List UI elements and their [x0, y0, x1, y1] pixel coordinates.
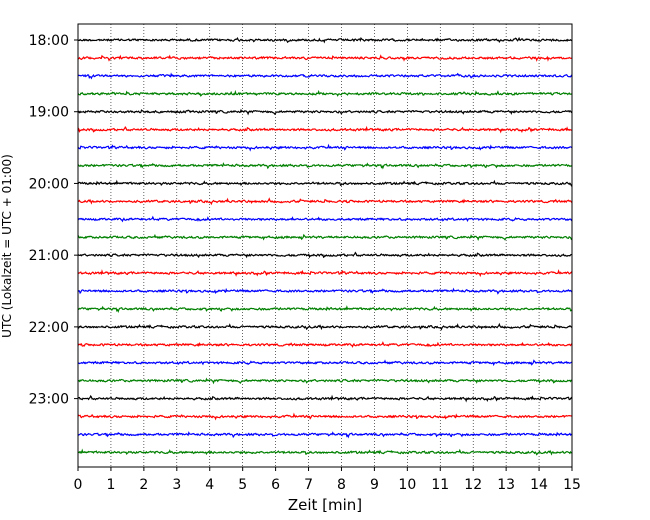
seismogram-trace — [77, 448, 573, 456]
seismogram-trace — [77, 215, 573, 223]
x-tick-label: 5 — [238, 477, 247, 493]
seismogram-trace — [77, 143, 573, 152]
x-tick-label: 3 — [172, 477, 181, 493]
seismogram-trace — [77, 72, 573, 80]
seismogram-trace — [77, 377, 573, 385]
y-tick-label: 20:00 — [29, 176, 69, 192]
seismogram-trace — [77, 305, 573, 313]
seismogram-trace — [77, 36, 573, 44]
x-tick-label: 14 — [530, 477, 548, 493]
seismogram-trace — [77, 89, 573, 97]
x-axis: 0 1 2 3 4 5 6 7 8 9 10 11 12 13 14 15 — [74, 467, 581, 493]
x-tick-label: 10 — [398, 477, 416, 493]
x-tick-label: 2 — [139, 477, 148, 493]
x-axis-label: Zeit [min] — [288, 496, 362, 514]
seismogram-trace — [77, 322, 573, 331]
y-axis: 18:00 19:00 20:00 21:00 22:00 23:00 — [29, 33, 78, 408]
seismogram-traces — [77, 36, 573, 456]
x-tick-label: 12 — [464, 477, 482, 493]
x-tick-label: 13 — [497, 477, 515, 493]
y-tick-label: 21:00 — [29, 248, 69, 264]
plot-area — [78, 24, 572, 467]
seismogram-trace — [77, 179, 573, 187]
x-tick-label: 7 — [304, 477, 313, 493]
y-tick-label: 22:00 — [29, 320, 69, 336]
seismogram-trace — [77, 431, 573, 439]
x-tick-label: 8 — [337, 477, 346, 493]
x-tick-label: 0 — [74, 477, 83, 493]
x-tick-label: 1 — [106, 477, 115, 493]
seismogram-trace — [77, 251, 573, 259]
seismogram-trace — [77, 412, 573, 421]
x-tick-label: 9 — [370, 477, 379, 493]
seismogram-trace — [77, 108, 573, 116]
seismogram-trace — [77, 269, 573, 278]
seismogram-trace — [77, 233, 573, 241]
seismogram-trace — [77, 359, 573, 367]
x-tick-label: 4 — [205, 477, 214, 493]
seismogram-trace — [77, 394, 573, 403]
seismogram-trace — [77, 162, 573, 170]
seismogram-trace — [77, 54, 573, 62]
seismogram-trace — [77, 341, 573, 348]
seismogram-trace — [77, 287, 573, 295]
x-tick-label: 6 — [271, 477, 280, 493]
x-tick-label: 15 — [563, 477, 581, 493]
x-tick-label: 11 — [431, 477, 449, 493]
vertical-gridlines — [110, 24, 540, 467]
plot-frame — [77, 23, 573, 468]
y-tick-label: 19:00 — [29, 105, 69, 121]
seismogram-trace — [77, 197, 573, 206]
y-tick-label: 23:00 — [29, 392, 69, 408]
y-axis-label: UTC (Lokalzeit = UTC + 01:00) — [0, 154, 14, 338]
y-tick-label: 18:00 — [29, 33, 69, 49]
seismogram-trace — [77, 125, 573, 134]
